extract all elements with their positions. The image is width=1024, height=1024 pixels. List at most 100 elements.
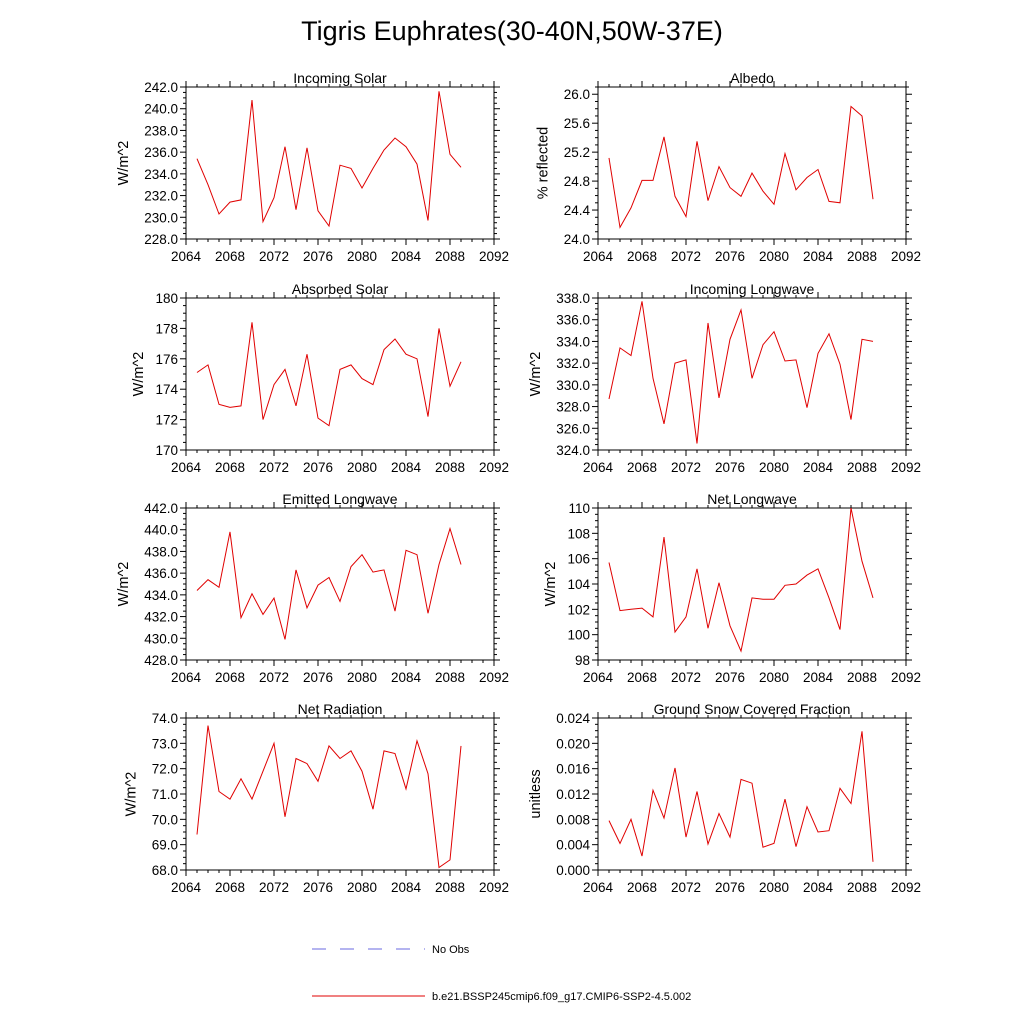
y-tick-label: 0.024: [556, 711, 590, 726]
x-tick-label: 2092: [479, 880, 509, 895]
x-tick-label: 2084: [803, 880, 834, 895]
y-tick-label: 232.0: [144, 189, 178, 204]
x-tick-label: 2068: [215, 670, 245, 685]
x-tick-label: 2064: [583, 460, 614, 475]
x-tick-label: 2088: [435, 249, 465, 264]
panel-emitted-longwave: Emitted Longwave 2064 2068 2072 2076 2080 2084…: [116, 491, 509, 685]
y-tick-label: 234.0: [144, 167, 178, 182]
y-tick-label: 440.0: [144, 523, 178, 538]
y-tick-label: 336.0: [556, 313, 590, 328]
x-tick-label: 2080: [759, 249, 789, 264]
y-tick-label: 102: [567, 602, 590, 617]
panel-albedo: Albedo 2064 2068 2072 2076 2080 2084 2088 2092 24…: [536, 70, 921, 264]
y-tick-label: 230.0: [144, 210, 178, 225]
panel-title: Incoming Solar: [293, 70, 387, 86]
panel-title: Albedo: [730, 70, 774, 86]
y-axis-label: W/m^2: [528, 352, 544, 397]
x-tick-label: 2072: [259, 249, 289, 264]
x-tick-label: 2088: [847, 670, 877, 685]
y-tick-label: 69.0: [152, 838, 178, 853]
series-line: [608, 105, 874, 229]
y-tick-label: 334.0: [556, 334, 590, 349]
series-line: [196, 322, 462, 427]
x-tick-label: 2092: [891, 460, 921, 475]
y-tick-label: 434.0: [144, 588, 178, 603]
y-tick-label: 0.016: [556, 762, 590, 777]
panel-title: Ground Snow Covered Fraction: [654, 701, 851, 717]
y-axis-label: W/m^2: [116, 141, 132, 186]
series-line: [196, 91, 462, 228]
legend-label-model-run: b.e21.BSSP245cmip6.f09_g17.CMIP6-SSP2-4.…: [432, 991, 691, 1003]
x-tick-label: 2084: [803, 249, 834, 264]
x-tick-label: 2092: [479, 670, 509, 685]
y-axis-label: W/m^2: [116, 562, 132, 607]
legend: No Obs b.e21.BSSP245cmip6.f09_g17.CMIP6-…: [312, 944, 691, 1003]
x-tick-label: 2072: [259, 880, 289, 895]
x-tick-label: 2092: [891, 670, 921, 685]
y-tick-label: 0.020: [556, 736, 590, 751]
x-tick-label: 2088: [435, 670, 465, 685]
plot-frame: [597, 717, 907, 871]
x-tick-label: 2084: [803, 460, 834, 475]
x-tick-label: 2072: [259, 460, 289, 475]
y-tick-label: 328.0: [556, 400, 590, 415]
panel-title: Net Radiation: [298, 701, 383, 717]
x-tick-label: 2080: [759, 460, 789, 475]
x-tick-label: 2072: [671, 460, 701, 475]
y-tick-label: 108: [567, 526, 590, 541]
panel-net-longwave: Net Longwave 2064 2068 2072 2076 2080 2084 2088…: [543, 491, 921, 685]
x-tick-label: 2068: [215, 460, 245, 475]
y-tick-label: 25.2: [564, 145, 590, 160]
y-tick-label: 0.000: [556, 863, 590, 878]
x-tick-label: 2068: [627, 249, 657, 264]
y-axis-label: W/m^2: [131, 352, 147, 397]
x-tick-label: 2068: [627, 880, 657, 895]
panel-incoming-longwave: Incoming Longwave 2064 2068 2072 2076 2080 208…: [528, 281, 921, 475]
plot-frame: [597, 297, 907, 451]
x-tick-label: 2064: [171, 249, 202, 264]
x-tick-label: 2064: [583, 249, 614, 264]
x-tick-label: 2080: [347, 460, 377, 475]
y-tick-label: 236.0: [144, 145, 178, 160]
x-tick-label: 2084: [803, 670, 834, 685]
y-tick-label: 324.0: [556, 443, 590, 458]
y-tick-label: 26.0: [564, 87, 590, 102]
y-tick-label: 68.0: [152, 863, 178, 878]
plot-frame: [597, 507, 907, 661]
x-tick-label: 2080: [759, 880, 789, 895]
y-tick-label: 178: [155, 321, 178, 336]
y-tick-label: 106: [567, 552, 590, 567]
series-line: [608, 301, 874, 444]
panel-ground-snow-covered-fraction: Ground Snow Covered Fraction 2064 2068 2072…: [528, 701, 921, 895]
x-tick-label: 2064: [583, 880, 614, 895]
plot-frame: [185, 86, 495, 240]
y-tick-label: 71.0: [152, 787, 178, 802]
y-axis-label: W/m^2: [543, 562, 559, 607]
x-tick-label: 2068: [215, 880, 245, 895]
x-tick-label: 2064: [171, 880, 202, 895]
y-tick-label: 432.0: [144, 610, 178, 625]
y-tick-label: 180: [155, 291, 178, 306]
x-tick-label: 2092: [891, 249, 921, 264]
y-tick-label: 338.0: [556, 291, 590, 306]
panel-title: Emitted Longwave: [282, 491, 397, 507]
x-tick-label: 2072: [259, 670, 289, 685]
y-tick-label: 428.0: [144, 653, 178, 668]
y-axis-label: unitless: [528, 769, 544, 818]
y-tick-label: 174: [155, 382, 178, 397]
panel-title: Incoming Longwave: [690, 281, 815, 297]
x-tick-label: 2076: [303, 460, 333, 475]
y-tick-label: 172: [155, 413, 178, 428]
y-tick-label: 228.0: [144, 232, 178, 247]
y-tick-label: 330.0: [556, 378, 590, 393]
x-tick-label: 2080: [347, 249, 377, 264]
series-line: [608, 731, 874, 862]
plot-frame: [185, 507, 495, 661]
y-tick-label: 438.0: [144, 544, 178, 559]
x-tick-label: 2092: [479, 460, 509, 475]
series-line: [196, 526, 462, 640]
panel-absorbed-solar: Absorbed Solar 2064 2068 2072 2076 2080 2084 20…: [131, 281, 509, 475]
panel-title: Net Longwave: [707, 491, 797, 507]
y-tick-label: 238.0: [144, 123, 178, 138]
